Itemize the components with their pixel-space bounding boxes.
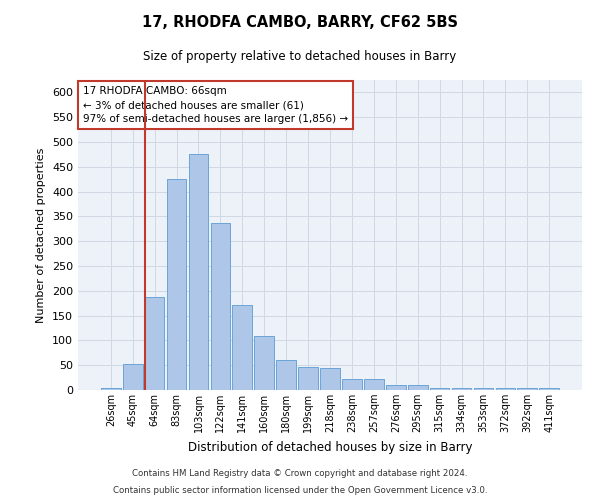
Bar xyxy=(254,336,274,390)
Y-axis label: Number of detached properties: Number of detached properties xyxy=(37,148,46,322)
Bar xyxy=(386,385,406,390)
X-axis label: Distribution of detached houses by size in Barry: Distribution of detached houses by size … xyxy=(188,440,472,454)
Bar xyxy=(496,388,515,390)
Bar xyxy=(232,304,252,390)
Bar xyxy=(517,388,537,390)
Bar xyxy=(539,388,559,390)
Bar xyxy=(211,223,230,390)
Bar xyxy=(364,379,384,390)
Text: Contains HM Land Registry data © Crown copyright and database right 2024.: Contains HM Land Registry data © Crown c… xyxy=(132,468,468,477)
Bar xyxy=(320,368,340,390)
Text: 17 RHODFA CAMBO: 66sqm
← 3% of detached houses are smaller (61)
97% of semi-deta: 17 RHODFA CAMBO: 66sqm ← 3% of detached … xyxy=(83,86,348,124)
Bar xyxy=(123,364,143,390)
Bar xyxy=(276,360,296,390)
Bar xyxy=(167,179,187,390)
Bar xyxy=(101,388,121,390)
Bar xyxy=(452,388,472,390)
Bar xyxy=(430,388,449,390)
Text: Size of property relative to detached houses in Barry: Size of property relative to detached ho… xyxy=(143,50,457,63)
Bar xyxy=(342,379,362,390)
Bar xyxy=(145,297,164,390)
Bar xyxy=(188,154,208,390)
Text: 17, RHODFA CAMBO, BARRY, CF62 5BS: 17, RHODFA CAMBO, BARRY, CF62 5BS xyxy=(142,15,458,30)
Bar xyxy=(408,385,428,390)
Bar xyxy=(473,388,493,390)
Text: Contains public sector information licensed under the Open Government Licence v3: Contains public sector information licen… xyxy=(113,486,487,495)
Bar xyxy=(298,367,318,390)
